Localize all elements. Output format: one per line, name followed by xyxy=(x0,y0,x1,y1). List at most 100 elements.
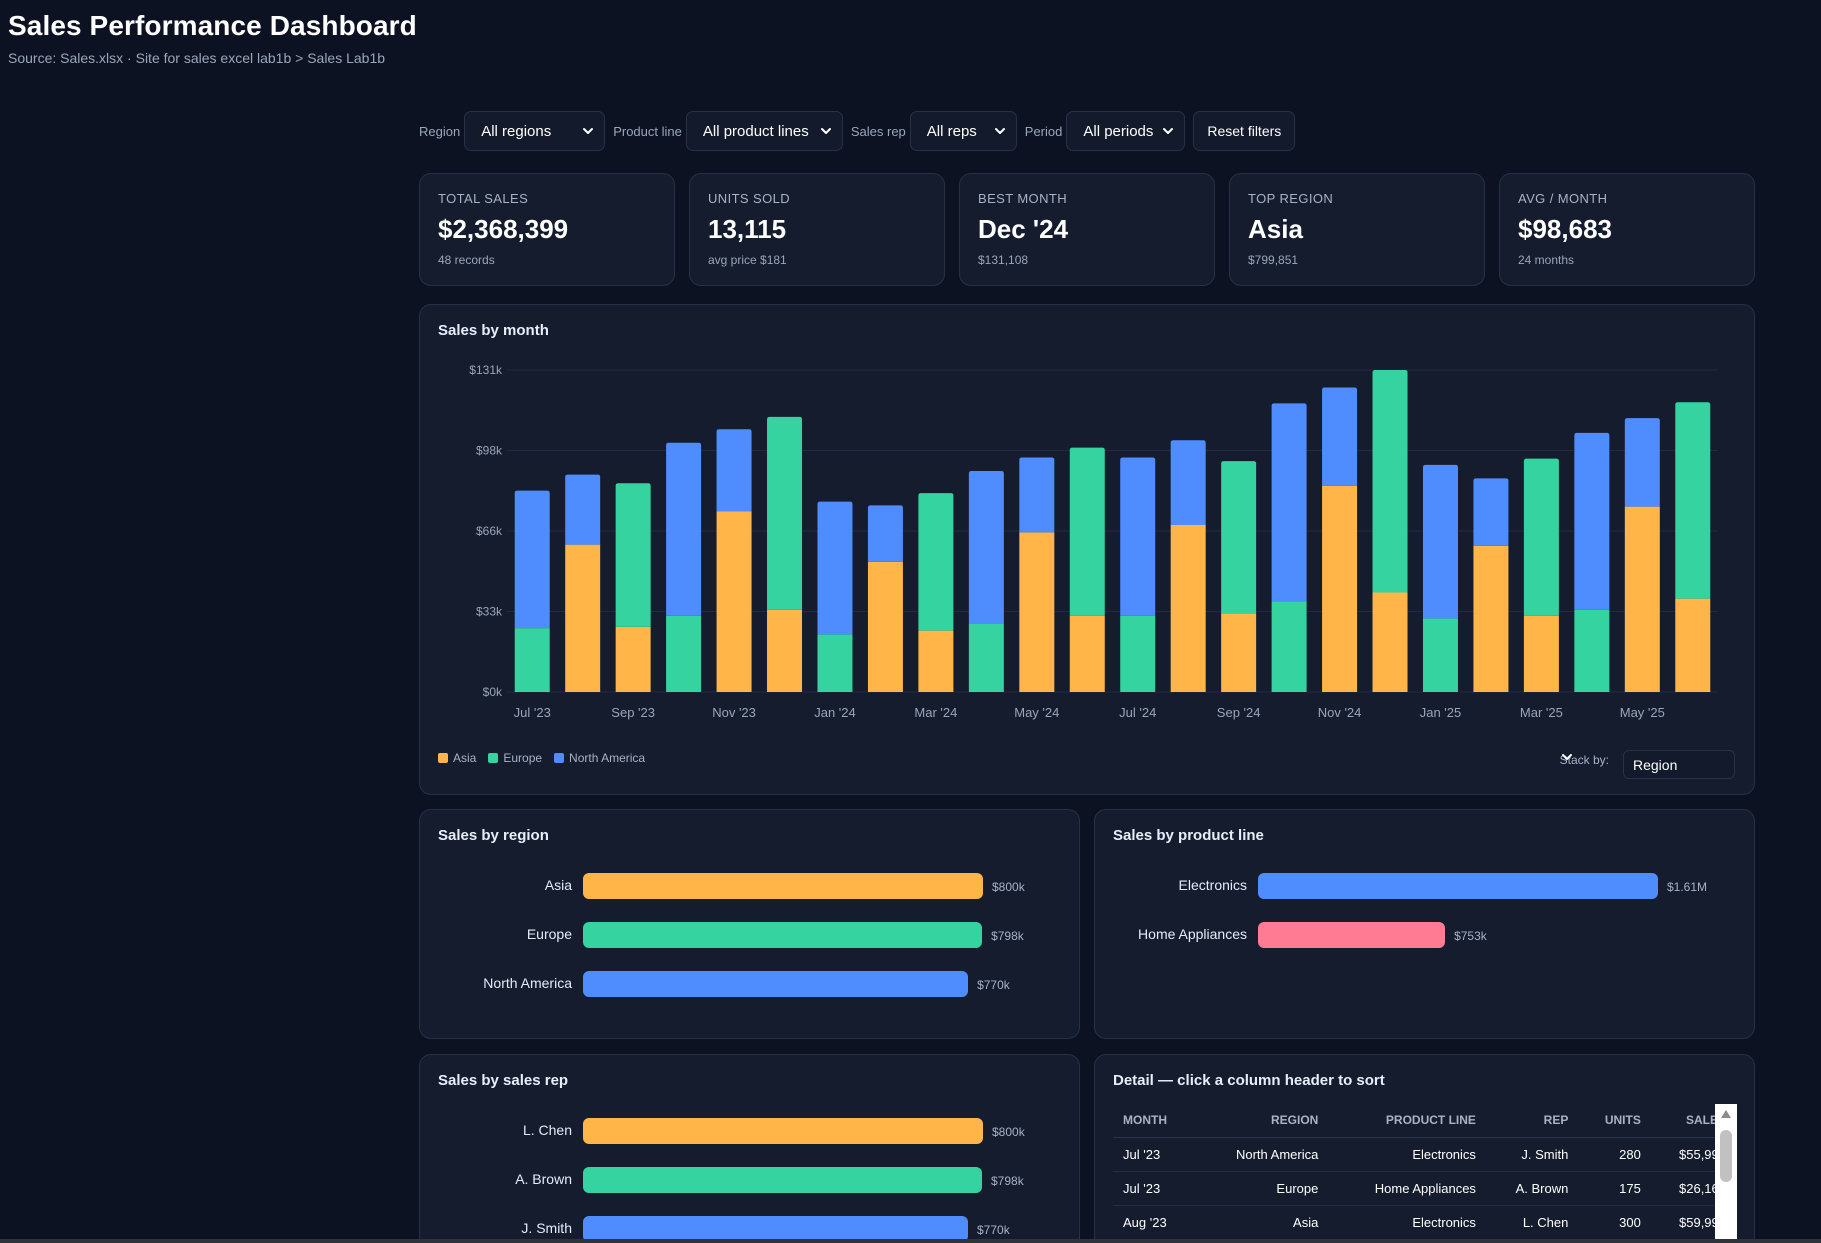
hbar-label: A. Brown xyxy=(515,1171,572,1187)
product-filter-label: Product line xyxy=(613,123,682,139)
bar-segment-north-america xyxy=(1322,387,1358,486)
bar-segment-north-america xyxy=(867,505,903,562)
kpi-sub: $131,108 xyxy=(978,253,1029,267)
hbar-label: Asia xyxy=(544,877,572,893)
panel-title: Detail — click a column header to sort xyxy=(1113,1072,1385,1089)
bar-segment-europe xyxy=(1675,402,1711,599)
bar-segment-asia xyxy=(767,609,803,692)
chevron-down-icon xyxy=(583,128,594,134)
x-tick-label: Nov '23 xyxy=(712,705,756,720)
chevron-down-icon xyxy=(1561,754,1572,760)
hbar-row: Home Appliances $753k xyxy=(1095,922,1754,948)
cell-units: 300 xyxy=(1578,1205,1651,1240)
stack-by-select[interactable]: Region xyxy=(1561,750,1735,779)
cell-region: Europe xyxy=(1213,1171,1329,1206)
page-header: Sales Performance Dashboard Source: Sale… xyxy=(8,10,417,66)
hbar-bar xyxy=(583,1167,982,1193)
legend-swatch xyxy=(438,753,448,763)
bar-segment-asia xyxy=(565,544,601,692)
detail-table-wrap: MONTH REGION PRODUCT LINE REP UNITS SALE… xyxy=(1113,1104,1754,1240)
stack-by-value: Region xyxy=(1633,756,1678,773)
column-header-month[interactable]: MONTH xyxy=(1113,1104,1214,1138)
product-line-select[interactable]: All product lines xyxy=(685,111,843,151)
y-tick-label: $33k xyxy=(476,605,503,619)
bar-segment-europe xyxy=(1120,615,1156,692)
column-header-rep[interactable]: REP xyxy=(1485,1104,1579,1138)
hbar-bar xyxy=(583,1216,968,1242)
panel-title: Sales by month xyxy=(438,322,549,339)
legend-item-europe[interactable]: Europe xyxy=(488,751,542,765)
sales-by-month-panel: Sales by month $0k $33k $66k $98k $131k Jul '… xyxy=(419,304,1755,795)
column-header-region[interactable]: REGION xyxy=(1213,1104,1329,1138)
scroll-up-arrow-icon[interactable] xyxy=(1721,1110,1731,1118)
cell-month: Jul '23 xyxy=(1113,1137,1214,1172)
region-select[interactable]: All regions xyxy=(464,111,606,151)
sales-rep-select[interactable]: All reps xyxy=(909,111,1017,151)
bar-segment-north-america xyxy=(514,490,550,629)
x-tick-label: Jul '23 xyxy=(514,705,551,720)
filters-bar: Region All regions Product line All prod… xyxy=(419,111,1296,151)
detail-table: MONTH REGION PRODUCT LINE REP UNITS SALE… xyxy=(1113,1104,1736,1240)
hbar-row: A. Brown $798k xyxy=(420,1167,1079,1193)
column-header-units[interactable]: UNITS xyxy=(1578,1104,1651,1138)
sales-by-product-panel: Sales by product line Electronics $1.61M H… xyxy=(1094,809,1755,1039)
x-tick-label: Nov '24 xyxy=(1318,705,1362,720)
bar-segment-europe xyxy=(1069,447,1105,616)
bar-segment-north-america xyxy=(1019,457,1055,533)
cell-rep: L. Chen xyxy=(1485,1205,1579,1240)
bar-segment-asia xyxy=(1069,615,1105,692)
bar-segment-north-america xyxy=(1473,478,1509,546)
x-tick-label: Jan '25 xyxy=(1420,705,1462,720)
kpi-avg-month: AVG / MONTH $98,683 24 months xyxy=(1499,173,1755,286)
hbar-bar xyxy=(583,922,983,948)
bar-segment-asia xyxy=(1523,615,1559,692)
legend-item-asia[interactable]: Asia xyxy=(438,751,476,765)
table-header-row: MONTH REGION PRODUCT LINE REP UNITS SALE… xyxy=(1113,1104,1736,1138)
x-tick-label: Mar '25 xyxy=(1520,705,1563,720)
bar-segment-north-america xyxy=(1624,418,1660,507)
hbar-row: L. Chen $800k xyxy=(420,1118,1079,1144)
hbar-value-label: $798k xyxy=(991,1174,1024,1188)
hbar-value-label: $800k xyxy=(992,1125,1025,1139)
y-tick-label: $98k xyxy=(476,444,503,458)
stack-by-control: Stack by: Region xyxy=(1560,750,1735,779)
bar-segment-asia xyxy=(1473,545,1509,692)
hbar-label: L. Chen xyxy=(522,1122,572,1138)
bar-segment-asia xyxy=(1322,485,1358,692)
table-row: Jul '23 Europe Home Appliances A. Brown … xyxy=(1113,1171,1736,1206)
scroll-thumb[interactable] xyxy=(1720,1130,1732,1182)
bar-segment-europe xyxy=(666,615,702,692)
table-scrollbar[interactable] xyxy=(1715,1104,1737,1243)
chevron-down-icon xyxy=(994,128,1005,134)
reset-filters-button[interactable]: Reset filters xyxy=(1193,111,1296,151)
x-tick-label: Jul '24 xyxy=(1119,705,1156,720)
cell-product-line: Electronics xyxy=(1328,1205,1486,1240)
kpi-label: UNITS SOLD xyxy=(708,191,791,206)
bar-segment-europe xyxy=(514,628,550,692)
bar-segment-asia xyxy=(1624,506,1660,692)
kpi-units-sold: UNITS SOLD 13,115 avg price $181 xyxy=(689,173,945,286)
hbar-label: Europe xyxy=(526,926,572,942)
bar-segment-north-america xyxy=(716,429,752,512)
rep-select-value: All reps xyxy=(926,122,977,140)
column-header-product-line[interactable]: PRODUCT LINE xyxy=(1328,1104,1486,1138)
kpi-sub: $799,851 xyxy=(1248,253,1299,267)
hbar-row: North America $770k xyxy=(420,971,1079,997)
legend-item-north-america[interactable]: North America xyxy=(554,751,645,765)
sales-by-region-panel: Sales by region Asia $800k Europe $798k Nort… xyxy=(419,809,1080,1039)
kpi-value: $98,683 xyxy=(1518,214,1612,244)
kpi-sub: avg price $181 xyxy=(708,253,787,267)
hbar-label: Electronics xyxy=(1178,877,1247,893)
kpi-value: Dec '24 xyxy=(978,214,1069,244)
cell-rep: A. Brown xyxy=(1485,1171,1579,1206)
bar-segment-europe xyxy=(767,416,803,610)
hbar-row: Asia $800k xyxy=(420,873,1079,899)
hbar-bar xyxy=(583,971,969,997)
x-tick-label: Sep '23 xyxy=(611,705,655,720)
kpi-label: TOTAL SALES xyxy=(438,191,529,206)
hbar-value-label: $770k xyxy=(977,1223,1010,1237)
bar-segment-europe xyxy=(1422,618,1458,692)
legend-label: Asia xyxy=(453,751,477,765)
period-select[interactable]: All periods xyxy=(1066,111,1186,151)
cell-region: Asia xyxy=(1213,1205,1329,1240)
